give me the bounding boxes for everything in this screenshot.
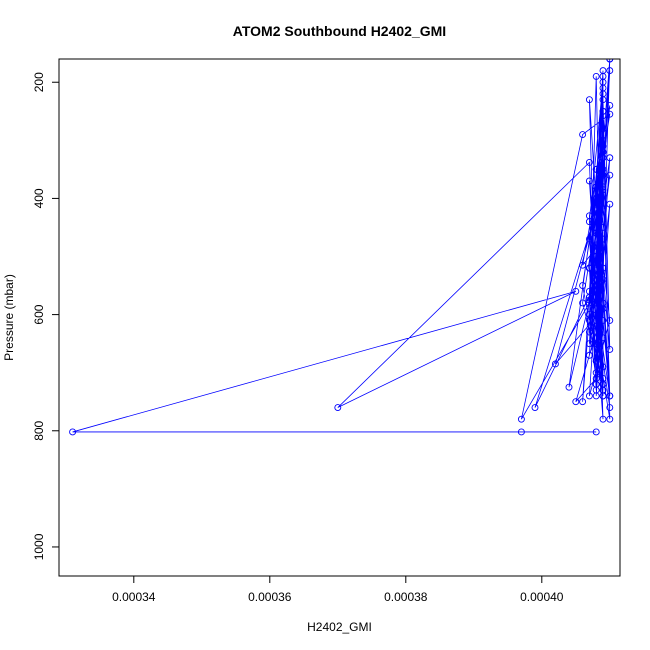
data-point [572,398,580,406]
data-point [606,392,614,400]
data-point [585,392,593,400]
data-point [572,287,580,295]
y-tick-label: 600 [32,304,46,324]
series-line [72,59,611,433]
data-point [599,276,607,284]
y-tick-label: 800 [32,420,46,440]
x-tick-label: 0.00036 [248,590,292,604]
data-point [585,235,593,243]
data-point [592,287,600,295]
data-point [517,428,525,436]
data-point [592,247,600,255]
x-tick-label: 0.00038 [384,590,428,604]
data-point [599,316,607,324]
y-axis: 200 400 600 800 1000 [32,72,59,560]
data-point [551,360,559,368]
data-point [599,107,607,115]
data-point [592,224,600,231]
data-point [585,328,593,336]
data-point [599,183,607,191]
data-point [592,276,600,284]
data-point [585,96,593,104]
data-point [585,177,593,185]
data-point [592,194,600,202]
data-point [592,334,600,342]
data-point [585,218,593,226]
y-axis-label: Pressure (mbar) [2,274,16,361]
x-axis-label: H2402_GMI [307,620,372,634]
data-point [585,158,593,166]
data-point [592,72,600,80]
chart-title: ATOM2 Southbound H2402_GMI [233,23,446,39]
data-point [606,102,614,109]
data-point [606,415,614,423]
data-point [599,415,607,423]
data-point [592,165,600,173]
data-point [585,287,593,295]
data-point [592,206,600,214]
data-point [599,125,607,133]
data-point [579,261,587,269]
data-point [599,334,607,342]
data-point [606,59,614,63]
data-point [606,67,614,75]
data-point [531,404,539,411]
data-point [585,264,593,272]
data-point [579,299,587,307]
data-point [599,363,607,371]
data-point [606,346,614,353]
data-point [592,392,600,400]
data-point [599,136,607,144]
data-point [517,415,525,423]
data-point [579,282,587,289]
data-point [599,305,607,313]
data-point [334,404,342,411]
y-tick-label: 200 [32,72,46,92]
x-axis: 0.00034 0.00036 0.00038 0.00040 [112,576,564,604]
data-point [592,380,600,388]
data-point [606,316,614,324]
data-point [599,386,607,394]
data-point [599,72,607,80]
data-point [606,110,614,118]
data-point [565,383,573,391]
data-point [592,299,600,307]
data-point [606,200,614,208]
data-point [585,296,593,304]
data-point [69,428,77,436]
data-point [585,299,593,307]
data-point [599,224,607,231]
data-point [599,148,607,156]
plot-frame [58,58,621,577]
x-tick-label: 0.00034 [112,590,156,604]
data-point [599,235,607,243]
data-point [579,398,587,406]
data-point [599,171,607,179]
x-tick-label: 0.00040 [520,590,564,604]
data-point [592,311,600,319]
data-point [599,96,607,104]
data-point [585,351,593,359]
data-point [592,258,600,266]
plot-area [69,59,614,436]
data-point [599,186,607,194]
data-point [592,357,600,365]
data-point [606,171,614,179]
y-tick-label: 1000 [32,533,46,560]
data-point [579,131,587,138]
data-point [599,264,607,272]
data-point [592,183,600,191]
data-point [592,428,600,436]
data-point [585,316,593,324]
y-tick-label: 400 [32,188,46,208]
data-point [585,340,593,348]
data-point [606,154,614,162]
data-point [606,404,614,411]
